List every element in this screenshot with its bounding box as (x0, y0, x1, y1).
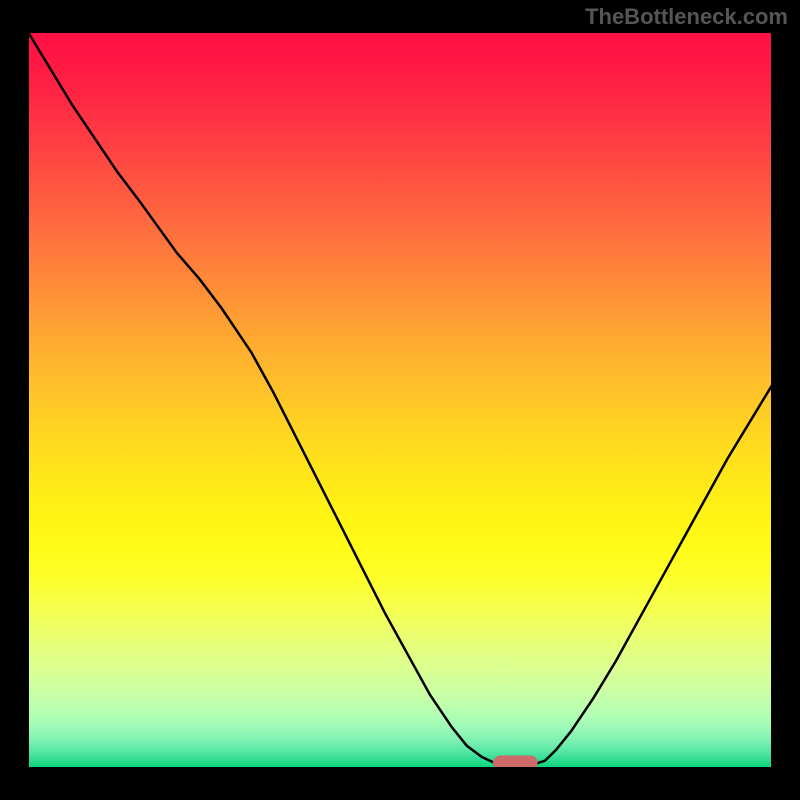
gradient-background (28, 32, 772, 768)
chart-svg (28, 32, 772, 768)
optimal-marker (493, 755, 538, 768)
chart-frame: TheBottleneck.com (0, 0, 800, 800)
watermark-text: TheBottleneck.com (585, 4, 788, 30)
